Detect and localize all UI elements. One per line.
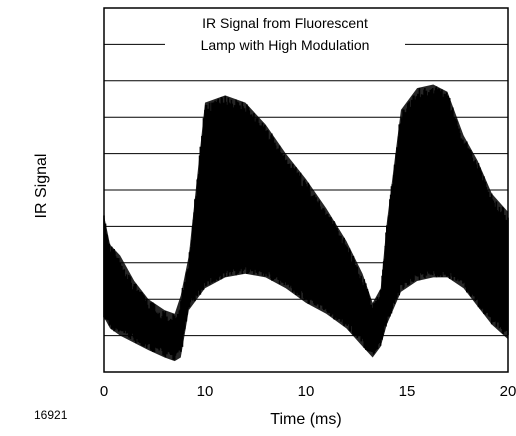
x-axis-title: Time (ms) [270, 411, 341, 428]
x-tick-label: 20 [500, 383, 516, 400]
chart-title: IR Signal from Fluorescent Lamp with Hig… [165, 12, 405, 58]
x-tick-label: 10 [298, 383, 315, 400]
x-tick-label: 15 [399, 383, 416, 400]
title-line-2: Lamp with High Modulation [201, 37, 370, 53]
x-axis-ticks: 0 10 10 15 20 [100, 383, 516, 400]
signal-waveform [104, 86, 508, 360]
x-tick-label: 0 [100, 383, 108, 400]
x-tick-label: 10 [197, 383, 214, 400]
figure-id: 16921 [34, 408, 68, 422]
y-axis-title: IR Signal [33, 154, 50, 219]
signal-series [104, 84, 508, 361]
title-line-1: IR Signal from Fluorescent [202, 15, 368, 31]
